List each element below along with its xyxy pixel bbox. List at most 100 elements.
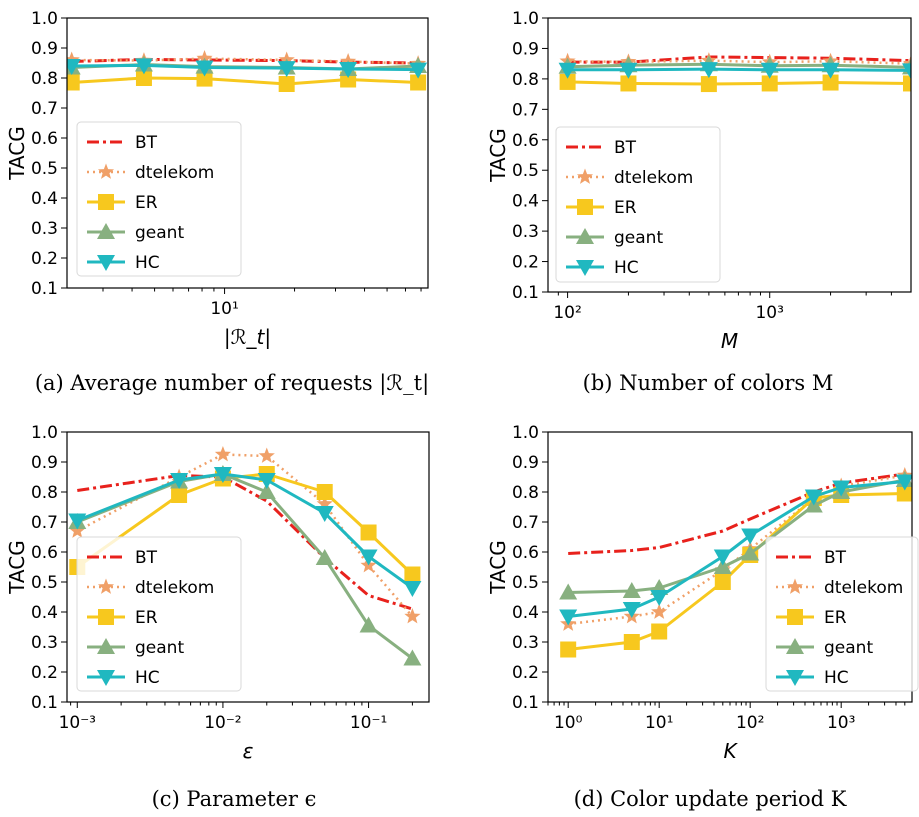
data-point-ER xyxy=(623,634,640,650)
data-point-HC xyxy=(403,581,422,597)
y-tick-label: 1.0 xyxy=(512,9,539,29)
y-tick-label: 0.8 xyxy=(31,69,58,89)
x-tick-label: 10⁰ xyxy=(554,713,583,733)
legend-label-geant: geant xyxy=(824,638,873,658)
y-tick-label: 1.0 xyxy=(31,423,58,443)
legend-marker-geant xyxy=(97,223,115,239)
legend: BT dtelekom ER geant HC xyxy=(765,536,919,692)
legend-label-BT: BT xyxy=(824,548,847,568)
y-tick-label: 0.8 xyxy=(512,483,539,503)
y-tick-label: 0.7 xyxy=(31,99,58,119)
legend-marker-ER xyxy=(98,194,114,210)
data-point-dtelekom xyxy=(69,522,86,538)
legend-label-HC: HC xyxy=(614,258,639,278)
y-tick-label: 0.5 xyxy=(31,159,58,179)
legend-marker-ER xyxy=(98,609,114,625)
series-line-ER xyxy=(567,80,911,86)
data-point-HC xyxy=(68,513,87,530)
data-point-ER xyxy=(903,75,911,92)
data-point-ER xyxy=(278,76,295,92)
data-point-HC xyxy=(832,480,851,497)
data-point-HC xyxy=(558,62,577,79)
y-axis-label: TACG xyxy=(486,540,510,594)
legend-label-geant: geant xyxy=(135,638,184,658)
legend-label-BT: BT xyxy=(135,548,158,568)
x-axis-label: ε xyxy=(243,739,254,763)
data-point-ER xyxy=(360,524,377,541)
data-point-HC xyxy=(741,528,760,545)
data-point-ER xyxy=(404,566,421,583)
legend-label-ER: ER xyxy=(614,198,637,218)
data-point-HC xyxy=(257,473,276,489)
data-point-ER xyxy=(560,641,577,658)
legend-marker-geant xyxy=(576,228,594,244)
chart-panel-c: 0.1 0.2 0.3 0.4 0.5 0.6 0.7 0.8 0.9 1.0 10⁻³ 10⁻² 10… xyxy=(5,423,430,763)
x-tick-label: 10² xyxy=(553,303,581,323)
data-point-ER xyxy=(620,75,637,92)
series-line-BT xyxy=(567,55,911,64)
legend-marker-dtelekom xyxy=(97,163,115,179)
y-tick-label: 0.4 xyxy=(512,192,539,212)
data-point-HC xyxy=(134,58,153,75)
x-axis-label: K xyxy=(723,739,738,763)
series-line-HC xyxy=(71,63,419,72)
plot-frame xyxy=(66,431,430,703)
data-point-geant xyxy=(741,544,760,561)
data-point-geant xyxy=(257,483,276,499)
data-point-dtelekom xyxy=(316,495,333,511)
data-point-HC xyxy=(804,489,823,506)
y-tick-label: 0.8 xyxy=(512,70,539,90)
y-tick-label: 0.2 xyxy=(512,253,539,273)
data-point-ER xyxy=(822,74,839,91)
legend-label-dtelekom: dtelekom xyxy=(824,578,903,598)
y-tick-label: 0.3 xyxy=(512,633,539,653)
data-point-HC xyxy=(213,467,232,483)
legend-marker-dtelekom xyxy=(576,168,594,184)
chart-panel-b: 0.1 0.2 0.3 0.4 0.5 0.6 0.7 0.8 0.9 1.0 10² 10³ TACG… xyxy=(486,9,912,353)
y-tick-label: 0.6 xyxy=(31,543,58,563)
y-tick-label: 0.4 xyxy=(31,189,58,209)
y-tick-label: 0.1 xyxy=(512,283,539,303)
legend-label-dtelekom: dtelekom xyxy=(614,168,693,188)
legend-label-geant: geant xyxy=(135,223,184,243)
data-point-ER xyxy=(896,485,912,502)
legend-label-ER: ER xyxy=(135,193,158,213)
data-point-HC xyxy=(650,590,669,606)
legend-marker-HC xyxy=(97,255,115,271)
plot-area xyxy=(558,52,911,93)
y-tick-label: 0.6 xyxy=(512,131,539,151)
legend-marker-ER xyxy=(787,609,803,625)
data-point-HC xyxy=(315,506,334,522)
data-point-geant xyxy=(315,549,334,565)
y-tick-label: 0.4 xyxy=(31,603,58,623)
legend-box xyxy=(76,121,242,277)
legend-label-HC: HC xyxy=(135,253,160,273)
data-point-ER xyxy=(714,574,731,590)
legend-marker-HC xyxy=(576,260,594,276)
x-tick-label: 10³ xyxy=(827,713,855,733)
legend-label-geant: geant xyxy=(614,228,663,248)
data-point-geant xyxy=(359,616,378,633)
y-tick-label: 0.2 xyxy=(31,249,58,269)
y-tick-label: 1.0 xyxy=(31,9,58,29)
legend: BT dtelekom ER geant HC xyxy=(76,121,242,277)
legend-label-ER: ER xyxy=(135,608,158,628)
chart-panel-a: 0.1 0.2 0.3 0.4 0.5 0.6 0.7 0.8 0.9 1.0 10¹ TACG |ℛ_… xyxy=(5,9,429,349)
data-point-ER xyxy=(700,76,717,93)
data-point-HC xyxy=(699,62,718,79)
data-point-ER xyxy=(196,70,213,87)
legend-label-ER: ER xyxy=(824,608,847,628)
data-point-HC xyxy=(195,60,214,77)
data-point-geant xyxy=(622,582,641,598)
x-axis-label: M xyxy=(721,329,738,353)
legend-marker-geant xyxy=(97,638,115,654)
legend: BT dtelekom ER geant HC xyxy=(555,126,721,283)
caption-b: (b) Number of colors M xyxy=(583,371,834,395)
legend-marker-HC xyxy=(786,670,804,686)
y-tick-label: 0.5 xyxy=(512,161,539,181)
y-tick-label: 0.7 xyxy=(512,513,539,533)
data-point-HC xyxy=(67,59,81,75)
legend-box xyxy=(765,536,919,692)
data-point-dtelekom xyxy=(651,603,668,619)
